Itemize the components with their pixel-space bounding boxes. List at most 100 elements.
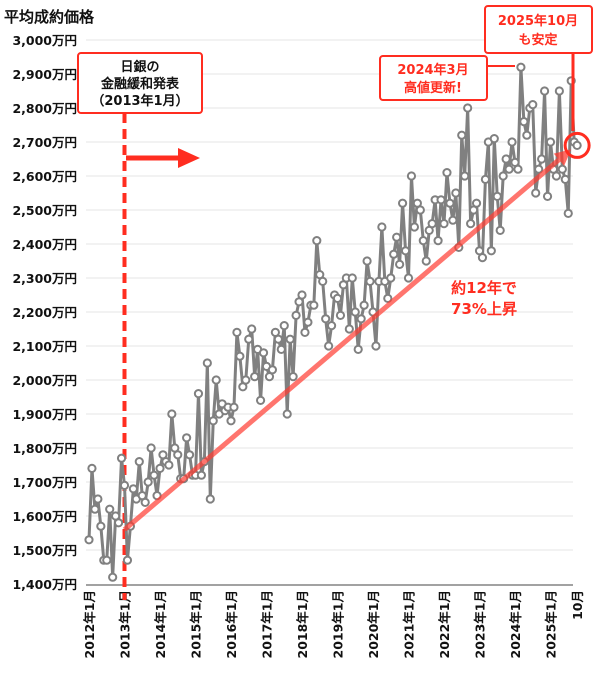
- data-point: [155, 463, 165, 473]
- x-tick-label: 2021年1月: [402, 590, 417, 659]
- data-point: [406, 171, 417, 181]
- data-point: [516, 62, 526, 72]
- data-point: [545, 137, 556, 147]
- data-point: [184, 450, 195, 460]
- data-point: [395, 259, 405, 269]
- data-point: [557, 164, 567, 174]
- chart-title: 平均成約価格: [4, 8, 95, 26]
- data-point: [288, 372, 298, 382]
- series-line: [87, 65, 579, 579]
- data-point: [445, 198, 455, 208]
- data-point: [572, 140, 582, 150]
- peak-annotation: 2024年3月 高値更新!: [379, 55, 515, 101]
- data-point: [371, 341, 381, 351]
- data-point: [244, 334, 254, 344]
- data-point: [273, 334, 283, 344]
- y-tick-label: 2,700万円: [12, 135, 77, 150]
- data-point: [279, 321, 289, 331]
- data-point: [534, 164, 544, 174]
- data-point: [466, 219, 476, 229]
- boj-label-2: 金融緩和発表: [100, 76, 180, 92]
- data-point: [318, 276, 328, 286]
- data-point: [471, 198, 482, 208]
- data-point: [134, 457, 144, 467]
- data-point: [258, 348, 269, 358]
- data-point: [250, 372, 260, 382]
- data-point: [335, 310, 346, 320]
- data-point: [513, 164, 523, 174]
- data-point: [528, 100, 538, 110]
- data-point: [247, 324, 257, 334]
- y-tick-label: 3,000万円: [12, 33, 77, 48]
- data-point: [504, 164, 514, 174]
- data-point: [392, 232, 402, 242]
- data-point: [119, 480, 130, 490]
- y-tick-label: 2,100万円: [12, 339, 77, 354]
- y-tick-label: 2,400万円: [12, 237, 77, 252]
- data-point: [403, 273, 414, 283]
- y-tick-label: 2,600万円: [12, 169, 77, 184]
- x-tick-label: 2018年1月: [295, 590, 310, 659]
- x-tick-label: 2014年1月: [153, 590, 168, 659]
- data-point: [448, 215, 458, 225]
- data-point: [312, 236, 322, 246]
- data-point: [353, 344, 363, 354]
- price-series: [84, 62, 582, 582]
- data-point: [164, 460, 174, 470]
- data-point: [205, 494, 215, 504]
- data-point: [427, 219, 437, 229]
- y-tick-label: 2,800万円: [12, 101, 77, 116]
- data-point: [377, 222, 387, 232]
- data-point: [105, 504, 115, 514]
- data-point: [451, 188, 461, 198]
- data-point: [300, 327, 310, 337]
- y-tick-label: 1,900万円: [12, 407, 77, 422]
- boj-annotation: 日銀の 金融緩和発表 （2013年1月）: [77, 52, 203, 114]
- x-tick-label: 2024年1月: [508, 590, 523, 659]
- data-point: [143, 477, 153, 487]
- data-point: [480, 174, 491, 184]
- data-point: [344, 324, 354, 334]
- growth-label-1: 約12年で: [451, 279, 517, 297]
- data-point: [495, 225, 505, 235]
- data-point: [539, 86, 550, 96]
- data-point: [324, 341, 334, 351]
- data-point: [140, 497, 150, 507]
- data-point: [226, 416, 236, 426]
- data-point: [519, 117, 529, 127]
- data-point: [356, 314, 366, 324]
- growth-label-2: 73%上昇: [451, 300, 517, 318]
- data-point: [255, 395, 266, 405]
- data-point: [87, 463, 97, 473]
- data-point: [359, 300, 369, 310]
- data-point: [116, 453, 127, 463]
- data-point: [563, 208, 573, 218]
- data-point: [326, 321, 337, 331]
- data-point: [554, 86, 564, 96]
- data-point: [282, 409, 292, 419]
- data-point: [415, 205, 425, 215]
- data-point: [486, 246, 496, 256]
- data-point: [492, 191, 502, 201]
- x-axis-ticks: 2012年1月 2013年1月 2014年1月 2015年1月 2016年1月 2017年…: [82, 590, 585, 659]
- data-point: [531, 188, 541, 198]
- data-point: [332, 293, 343, 303]
- data-point: [477, 253, 488, 263]
- x-tick-label: 2013年1月: [118, 590, 133, 659]
- data-point: [362, 256, 372, 266]
- x-tick-label: 2016年1月: [224, 590, 239, 659]
- y-tick-label: 2,000万円: [12, 373, 77, 388]
- x-tick-label: 2023年1月: [473, 590, 488, 659]
- x-tick-label: 2022年1月: [437, 590, 452, 659]
- data-point: [196, 470, 207, 480]
- x-tick-label: 2020年1月: [366, 590, 381, 659]
- data-point: [229, 402, 239, 412]
- data-point: [285, 334, 295, 344]
- y-tick-label: 1,700万円: [12, 475, 77, 490]
- data-point: [421, 256, 431, 266]
- boj-label-1: 日銀の: [120, 59, 159, 75]
- data-point: [365, 276, 375, 286]
- data-point: [397, 198, 408, 208]
- y-axis-ticks: 1,400万円 1,500万円 1,600万円 1,700万円 1,800万円 1,900…: [12, 33, 77, 592]
- x-tick-label: 10月: [570, 590, 585, 620]
